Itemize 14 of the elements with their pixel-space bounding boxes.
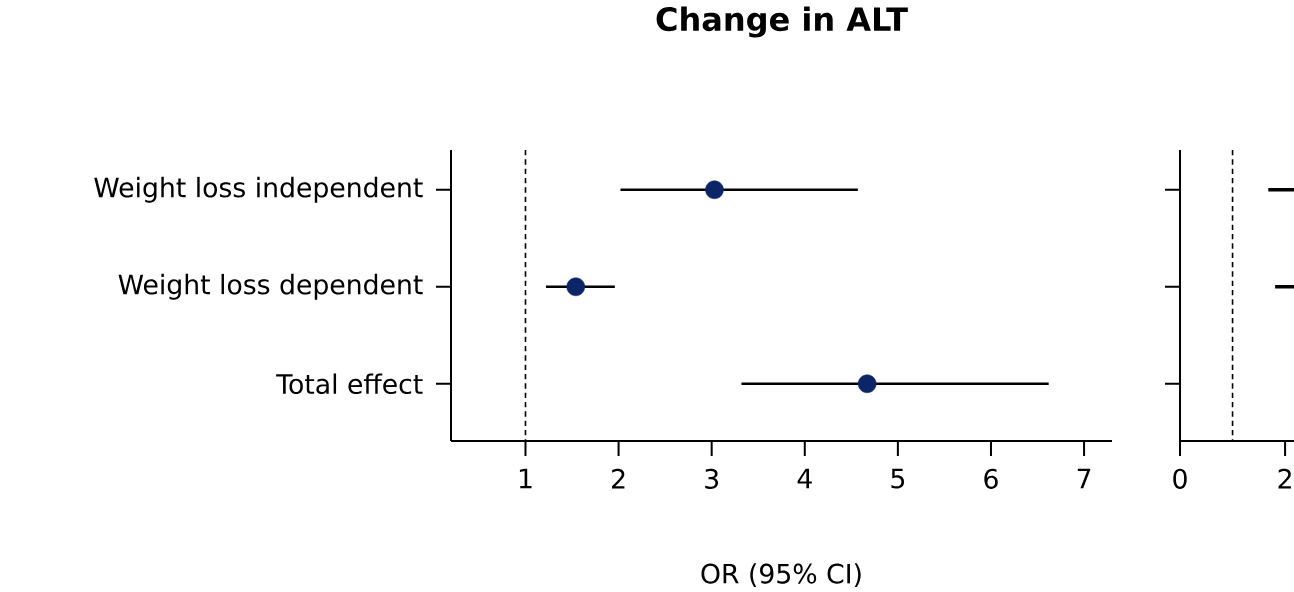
chart-title: Change in ALT (656, 6, 908, 38)
y-tick-label: Weight loss independent (94, 176, 423, 203)
x-tick-label: 4 (797, 468, 812, 489)
x-axis-title: OR (95% CI) (701, 563, 861, 587)
y-tick-label: Total effect (276, 373, 423, 395)
x-tick-label: 0 (1173, 468, 1187, 489)
x-tick-label: 7 (1077, 468, 1091, 489)
x-tick-label: 2 (612, 468, 625, 489)
x-tick-label: 6 (984, 468, 998, 489)
x-tick-label: 3 (705, 468, 719, 489)
y-tick-label: Weight loss dependent (118, 273, 423, 300)
x-tick-label: 1 (519, 468, 532, 489)
x-tick-label: 2 (1278, 468, 1291, 489)
x-tick-label: 5 (891, 468, 905, 489)
